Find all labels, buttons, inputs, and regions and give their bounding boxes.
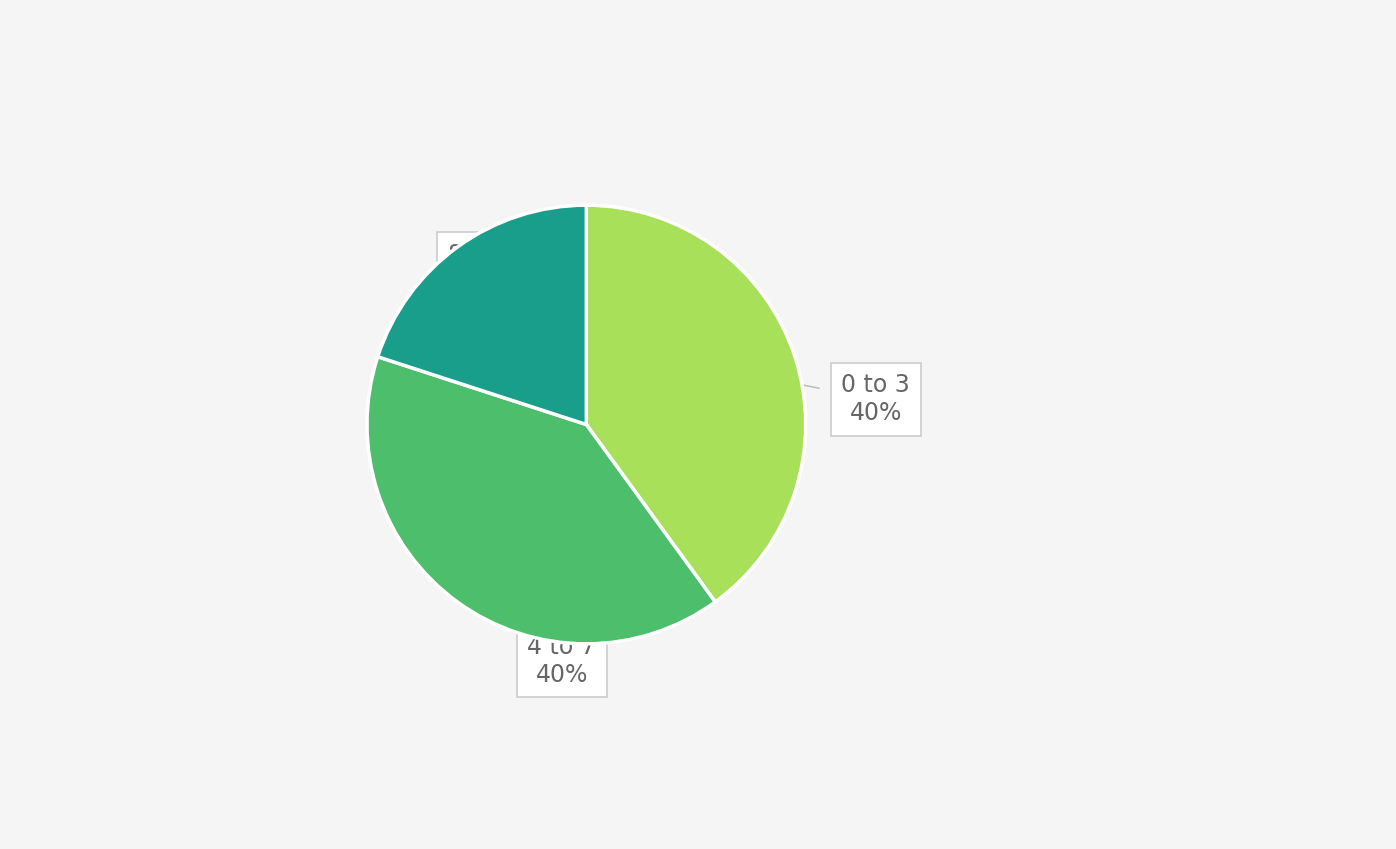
Wedge shape <box>378 205 586 424</box>
Wedge shape <box>586 205 805 602</box>
Text: 4 to 7
40%: 4 to 7 40% <box>528 545 596 687</box>
Text: 8 to 10
20%: 8 to 10 20% <box>448 243 579 312</box>
Text: 0 to 3
40%: 0 to 3 40% <box>800 374 910 425</box>
Wedge shape <box>367 357 715 644</box>
